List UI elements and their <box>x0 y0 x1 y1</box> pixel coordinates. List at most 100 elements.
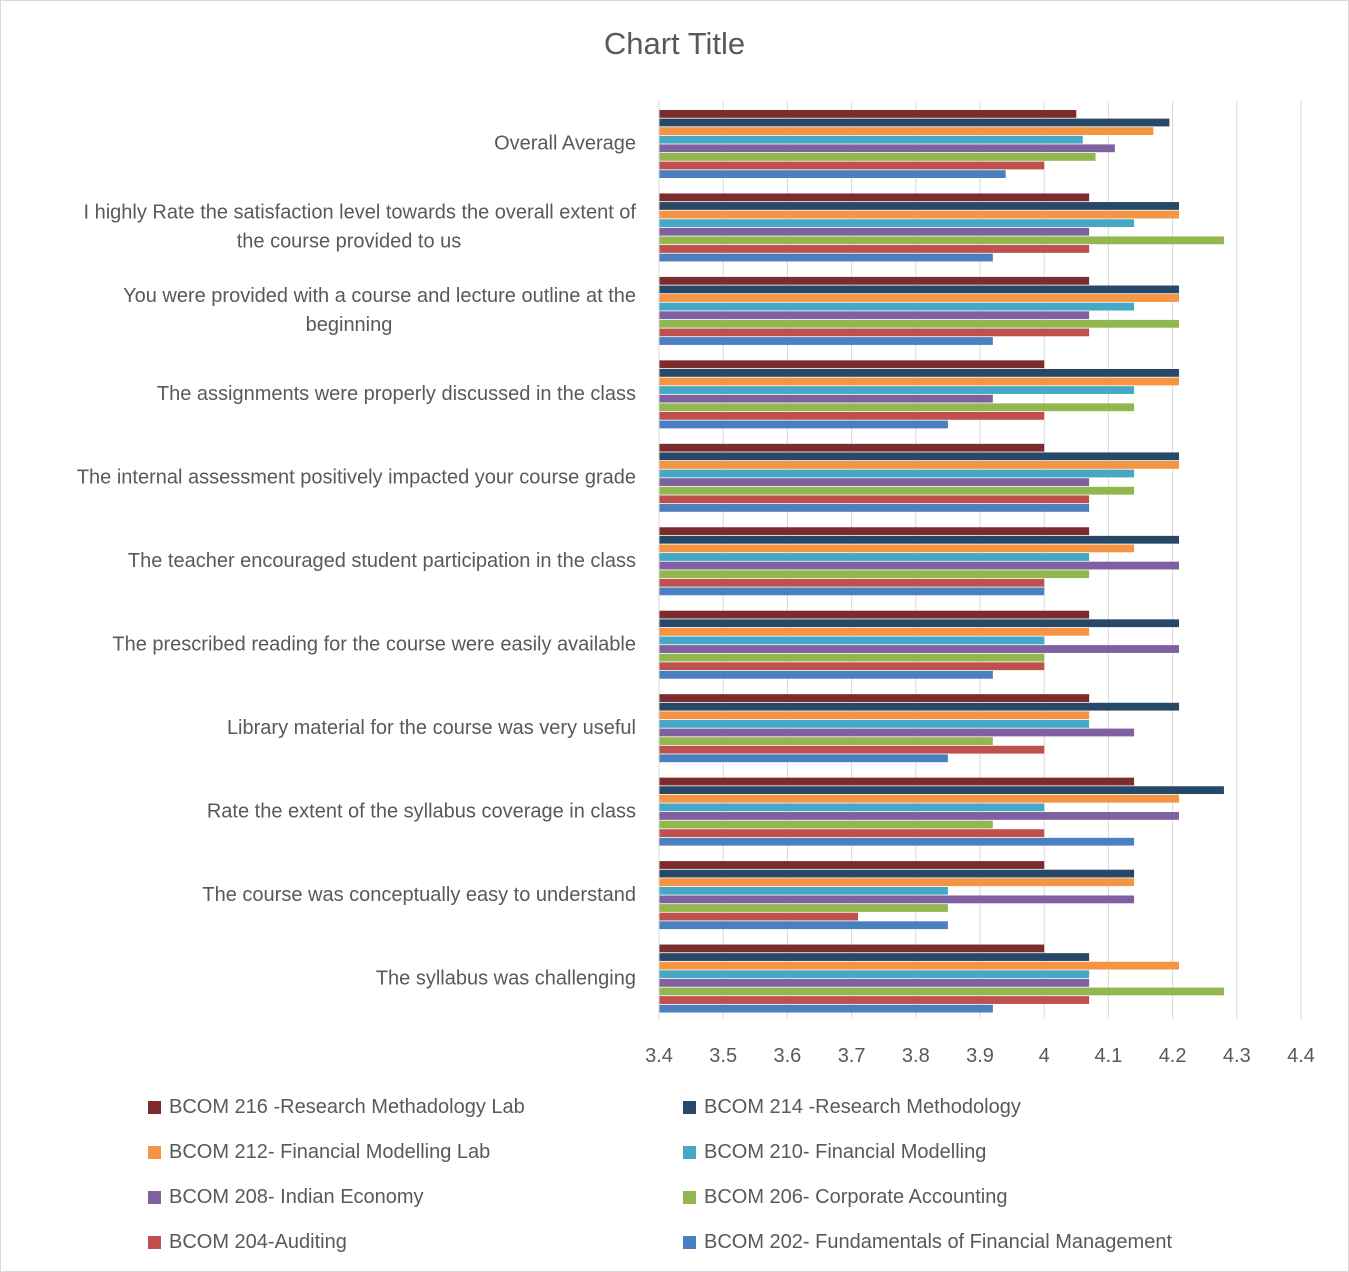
bar <box>659 170 1006 178</box>
legend-item: BCOM 210- Financial Modelling <box>683 1137 986 1167</box>
bar <box>659 587 1045 596</box>
legend-label: BCOM 216 -Research Methadology Lab <box>169 1095 525 1118</box>
bar <box>659 495 1090 504</box>
bar <box>659 110 1077 118</box>
bar <box>659 118 1170 127</box>
bar <box>659 202 1180 210</box>
bar <box>659 368 1180 377</box>
bar <box>659 961 1180 970</box>
bar <box>659 777 1135 786</box>
bar <box>659 570 1090 579</box>
bar <box>659 127 1154 135</box>
bar <box>659 662 1045 671</box>
category-label: You were provided with a course and lect… <box>123 285 636 307</box>
bar <box>659 869 1135 878</box>
x-tick-label: 4 <box>1039 1045 1050 1067</box>
bar <box>659 253 993 262</box>
bar <box>659 553 1090 561</box>
bar <box>659 377 1180 386</box>
bar <box>659 719 1090 728</box>
legend-swatch <box>148 1145 161 1159</box>
bar <box>659 996 1090 1004</box>
category-label: The teacher encouraged student participa… <box>128 550 636 572</box>
legend-label: BCOM 212- Financial Modelling Lab <box>169 1140 491 1163</box>
x-tick-label: 3.6 <box>773 1045 801 1067</box>
bar <box>659 527 1090 536</box>
bar <box>659 328 1090 337</box>
bar <box>659 319 1180 328</box>
bar <box>659 970 1090 979</box>
legend-item: BCOM 214 -Research Methodology <box>683 1092 1021 1122</box>
bar <box>659 311 1090 320</box>
bar <box>659 812 1180 820</box>
bar <box>659 837 1135 846</box>
x-tick-label: 4.1 <box>1094 1045 1122 1067</box>
bar <box>659 794 1180 803</box>
category-label: The syllabus was challenging <box>376 967 636 989</box>
legend-item: BCOM 204-Auditing <box>148 1227 347 1257</box>
bar <box>659 504 1090 512</box>
bar <box>659 394 993 403</box>
legend-label: BCOM 208- Indian Economy <box>169 1185 424 1208</box>
bar <box>659 420 948 429</box>
bar <box>659 987 1224 996</box>
bar <box>659 452 1180 461</box>
category-label: Library material for the course was very… <box>227 717 636 739</box>
legend-swatch <box>683 1190 696 1204</box>
bar <box>659 544 1135 553</box>
bar <box>659 161 1045 170</box>
bar <box>659 227 1090 236</box>
bar <box>659 210 1180 219</box>
legend-swatch <box>148 1100 161 1114</box>
x-tick-label: 4.3 <box>1223 1045 1251 1067</box>
bar <box>659 904 948 912</box>
bar <box>659 403 1135 412</box>
x-tick-label: 4.2 <box>1159 1045 1187 1067</box>
bar <box>659 461 1180 469</box>
bar <box>659 411 1045 420</box>
legend-label: BCOM 214 -Research Methodology <box>704 1095 1021 1118</box>
bar <box>659 878 1135 887</box>
bar <box>659 820 993 829</box>
bar <box>659 294 1180 302</box>
legend-swatch <box>683 1100 696 1114</box>
bar <box>659 619 1180 628</box>
bar <box>659 645 1180 653</box>
x-tick-label: 3.9 <box>966 1045 994 1067</box>
plot-area: 3.4 3.5 3.6 3.7 3.8 3.9 4 4.1 4.2 4.3 4.4 Overall A… <box>77 101 1315 1067</box>
legend-swatch <box>683 1235 696 1249</box>
bar <box>659 302 1135 311</box>
bar <box>659 670 993 679</box>
legend-item: BCOM 208- Indian Economy <box>148 1182 424 1212</box>
bar <box>659 944 1045 953</box>
bar <box>659 478 1090 487</box>
x-tick-label: 4.4 <box>1287 1045 1315 1067</box>
bar <box>659 219 1135 228</box>
legend-swatch <box>683 1145 696 1159</box>
bar <box>659 386 1135 394</box>
bar <box>659 786 1224 795</box>
bar <box>659 803 1045 812</box>
bar <box>659 636 1045 645</box>
legend-item: BCOM 206- Corporate Accounting <box>683 1182 1008 1212</box>
legend-label: BCOM 202- Fundamentals of Financial Mana… <box>704 1230 1173 1253</box>
bar <box>659 153 1096 161</box>
bar <box>659 1004 993 1013</box>
bar <box>659 578 1045 587</box>
legend-item: BCOM 216 -Research Methadology Lab <box>148 1092 525 1122</box>
bar <box>659 711 1090 720</box>
chart-title: Chart Title <box>603 26 746 61</box>
category-label: The course was conceptually easy to unde… <box>202 884 636 906</box>
category-label: Overall Average <box>494 133 636 155</box>
bar <box>659 193 1090 202</box>
x-tick-label: 3.7 <box>838 1045 866 1067</box>
bar <box>659 144 1115 153</box>
bar <box>659 653 1045 662</box>
bar <box>659 535 1180 544</box>
category-label: Rate the extent of the syllabus coverage… <box>207 800 636 822</box>
legend-label: BCOM 204-Auditing <box>169 1230 347 1253</box>
bar <box>659 737 993 745</box>
bar <box>659 978 1090 987</box>
bar <box>659 895 1135 904</box>
bar <box>659 360 1045 369</box>
